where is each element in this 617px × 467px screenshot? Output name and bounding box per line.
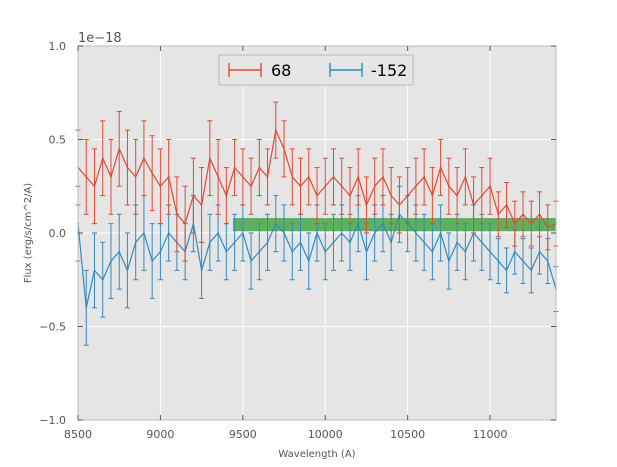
x-axis-label: Wavelength (A) (278, 449, 355, 460)
y-offset-label: 1e−18 (78, 31, 122, 46)
legend-entry-68: 68 (228, 61, 291, 80)
series-line (77, 213, 557, 308)
y-axis-ticks: −1.0 −0.5 0.0 0.5 1.0 (39, 40, 556, 427)
x-tick-label: 11000 (473, 428, 508, 441)
series-line (77, 128, 557, 229)
legend-entry-minus152: -152 (329, 61, 407, 80)
series-minus152 (75, 185, 559, 346)
y-axis-label: Flux (erg/s/cm^2/A) (23, 183, 34, 283)
uncertainty-band-layer (232, 218, 556, 232)
x-tick-label: 10000 (308, 428, 343, 441)
x-axis-ticks: 8500 9000 9500 10000 10500 11000 (64, 46, 508, 441)
x-tick-label: 10500 (390, 428, 425, 441)
y-tick-label: 0.5 (49, 134, 67, 147)
y-tick-label: −1.0 (39, 414, 66, 427)
y-tick-label: 1.0 (49, 40, 67, 53)
series-68 (75, 101, 559, 262)
legend: 68 -152 (218, 54, 414, 86)
x-tick-label: 8500 (64, 428, 92, 441)
y-tick-label: 0.0 (49, 227, 67, 240)
x-tick-label: 9000 (146, 428, 174, 441)
series-layer (75, 101, 559, 346)
uncertainty-band (232, 218, 556, 232)
x-tick-label: 9500 (229, 428, 257, 441)
legend-label-68: 68 (271, 61, 291, 80)
y-tick-label: −0.5 (39, 321, 66, 334)
legend-label-minus152: -152 (371, 61, 407, 80)
